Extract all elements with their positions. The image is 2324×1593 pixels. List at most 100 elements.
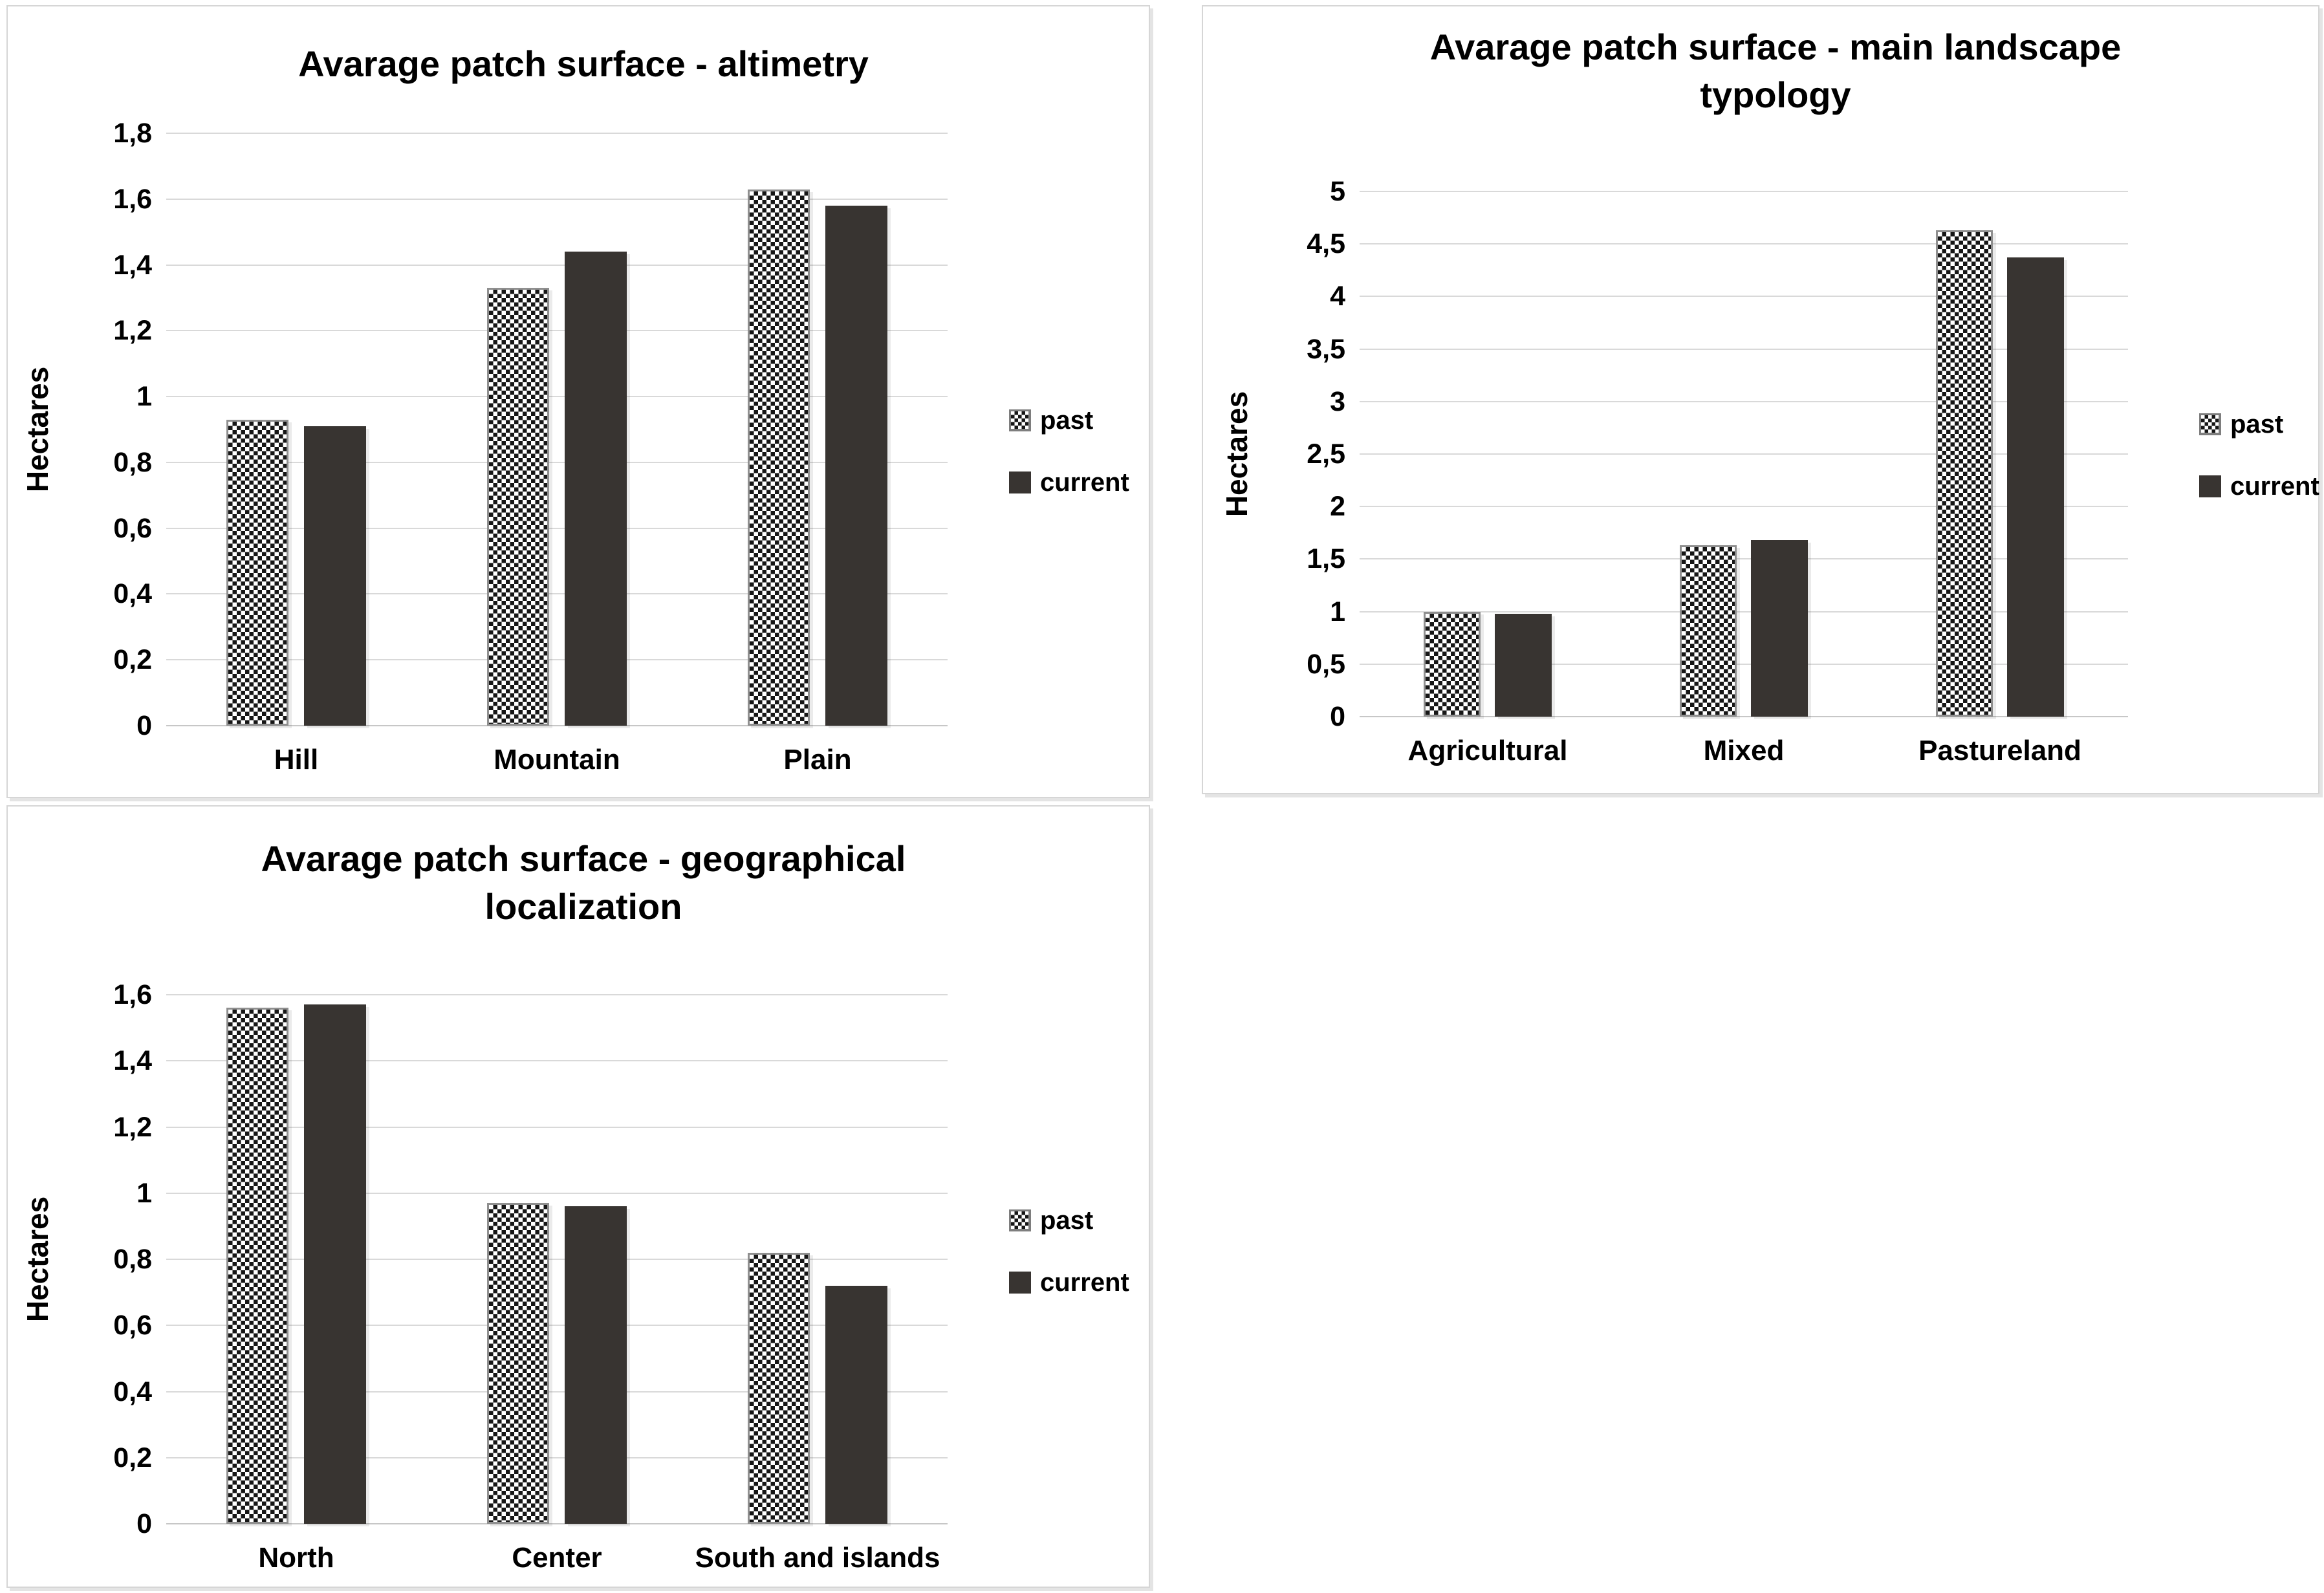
y-tick-label: 0 <box>136 710 152 741</box>
legend: past current <box>1009 1208 1129 1295</box>
gridline <box>166 1126 948 1128</box>
gridline <box>166 1457 948 1458</box>
gridline <box>1360 506 2128 508</box>
y-tick-label: 4 <box>1330 281 1345 312</box>
gridline <box>1360 191 2128 192</box>
gridline <box>166 994 948 995</box>
gridline <box>166 1391 948 1393</box>
gridline <box>166 1325 948 1327</box>
bar-current-north <box>304 1004 366 1524</box>
bar-current-agricultural <box>1495 614 1552 717</box>
bar-current-hill <box>304 426 366 726</box>
y-tick-label: 0,8 <box>113 446 152 478</box>
legend-item-current: current <box>1009 470 1129 495</box>
gridline <box>166 725 948 726</box>
y-tick-label: 0,2 <box>113 1442 152 1473</box>
bar-past-hill <box>226 420 288 726</box>
gridline <box>166 1523 948 1524</box>
y-tick-label: 3 <box>1330 385 1345 417</box>
bar-past-plain <box>748 190 810 726</box>
bar-current-plain <box>825 206 887 726</box>
y-tick-label: 5 <box>1330 176 1345 207</box>
legend-item-past: past <box>2199 411 2319 437</box>
y-tick-label: 0,8 <box>113 1244 152 1275</box>
gridline <box>1360 296 2128 298</box>
gridline <box>166 1259 948 1260</box>
legend-item-past: past <box>1009 407 1129 433</box>
x-category-label-mixed: Mixed <box>1703 735 1785 766</box>
gridline <box>1360 243 2128 245</box>
chart-title-line: Avarage patch surface - altimetry <box>298 43 869 84</box>
y-tick-label: 1,8 <box>113 118 152 149</box>
legend-past-swatch-icon <box>1009 1209 1031 1231</box>
legend-current-swatch-icon <box>1009 471 1031 493</box>
legend-label: current <box>1040 468 1129 497</box>
y-tick-label: 1,4 <box>113 249 152 281</box>
bar-past-pastureland <box>1936 230 1993 717</box>
y-tick-label: 0,6 <box>113 512 152 544</box>
legend-label: past <box>1040 1206 1094 1235</box>
bar-current-center <box>565 1206 627 1524</box>
y-tick-label: 1,2 <box>113 1111 152 1143</box>
chart-title: Avarage patch surface - altimetry <box>105 40 1062 88</box>
bar-past-mixed <box>1680 545 1737 717</box>
gridline <box>166 659 948 661</box>
chart-panel-altimetry: Avarage patch surface - altimetry Hectare… <box>6 5 1150 798</box>
bar-current-south-and-islands <box>825 1286 887 1524</box>
y-tick-label: 0 <box>1330 701 1345 732</box>
x-category-label-south-and-islands: South and islands <box>695 1542 940 1574</box>
bar-current-mixed <box>1751 540 1808 717</box>
gridline <box>1360 663 2128 665</box>
y-tick-label: 0,6 <box>113 1310 152 1341</box>
legend-current-swatch-icon <box>2199 475 2221 497</box>
x-category-label-hill: Hill <box>274 744 319 775</box>
y-tick-label: 2,5 <box>1307 439 1345 470</box>
gridline <box>166 1192 948 1194</box>
gridline <box>1360 611 2128 612</box>
legend-past-swatch-icon <box>2199 413 2221 435</box>
x-category-label-north: North <box>258 1542 334 1574</box>
y-tick-label: 1,2 <box>113 315 152 347</box>
gridline <box>1360 716 2128 717</box>
y-tick-label: 2 <box>1330 491 1345 523</box>
x-category-label-mountain: Mountain <box>494 744 620 775</box>
legend-label: current <box>1040 1268 1129 1297</box>
chart-title-line: localization <box>484 885 682 927</box>
x-category-label-pastureland: Pastureland <box>1918 735 2081 766</box>
chart-title: Avarage patch surface - geographical loca… <box>105 835 1062 931</box>
y-tick-label: 0,4 <box>113 578 152 610</box>
y-tick-label: 0,4 <box>113 1376 152 1407</box>
y-tick-label: 1,6 <box>113 183 152 215</box>
gridline <box>166 264 948 266</box>
chart-title-line: Avarage patch surface - geographical <box>261 838 906 879</box>
gridline <box>1360 348 2128 350</box>
chart-panel-geographical-localization: Avarage patch surface - geographical loca… <box>6 805 1150 1588</box>
legend-label: past <box>2230 410 2284 439</box>
bar-current-mountain <box>565 252 627 726</box>
gridline <box>166 330 948 332</box>
gridline <box>166 461 948 463</box>
y-tick-label: 0,2 <box>113 644 152 676</box>
y-tick-label: 1,4 <box>113 1045 152 1077</box>
gridline <box>166 198 948 200</box>
legend-item-current: current <box>2199 473 2319 499</box>
legend-current-swatch-icon <box>1009 1272 1031 1294</box>
legend-past-swatch-icon <box>1009 409 1031 431</box>
x-category-label-plain: Plain <box>783 744 852 775</box>
gridline <box>1360 453 2128 455</box>
gridline <box>166 396 948 398</box>
bar-current-pastureland <box>2007 257 2064 717</box>
x-category-label-agricultural: Agricultural <box>1407 735 1568 766</box>
legend: past current <box>2199 411 2319 499</box>
y-tick-label: 0 <box>136 1508 152 1539</box>
x-category-label-center: Center <box>512 1542 602 1574</box>
y-tick-label: 3,5 <box>1307 333 1345 365</box>
bar-past-center <box>487 1203 549 1524</box>
legend-item-past: past <box>1009 1208 1129 1233</box>
y-tick-label: 0,5 <box>1307 648 1345 680</box>
chart-title-line: Avarage patch surface - main landscape <box>1429 27 2122 67</box>
legend-item-current: current <box>1009 1270 1129 1295</box>
legend: past current <box>1009 407 1129 495</box>
bar-past-south-and-islands <box>748 1253 810 1524</box>
bar-past-north <box>226 1008 288 1524</box>
